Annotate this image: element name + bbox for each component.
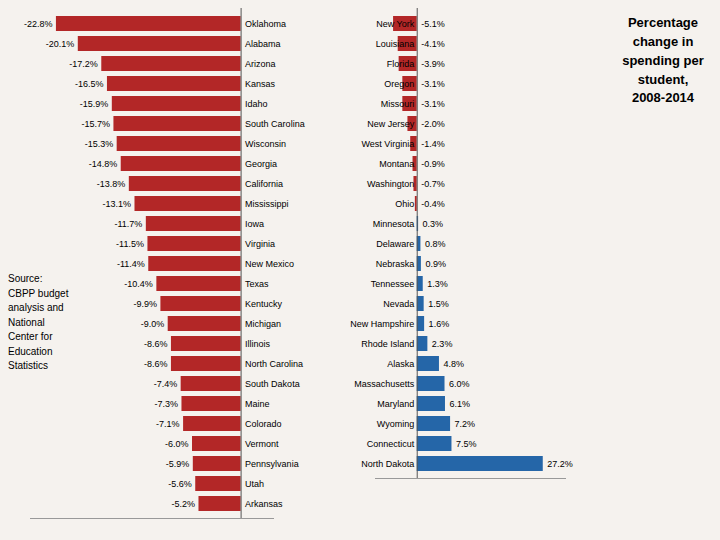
svg-text:0.3%: 0.3% bbox=[423, 219, 444, 229]
svg-text:-8.6%: -8.6% bbox=[144, 359, 168, 369]
svg-text:-1.4%: -1.4% bbox=[421, 139, 445, 149]
svg-text:Colorado: Colorado bbox=[245, 419, 282, 429]
svg-text:Oklahoma: Oklahoma bbox=[245, 19, 286, 29]
svg-text:Florida: Florida bbox=[387, 59, 415, 69]
svg-text:Wisconsin: Wisconsin bbox=[245, 139, 286, 149]
svg-text:Kentucky: Kentucky bbox=[245, 299, 283, 309]
svg-text:Utah: Utah bbox=[245, 479, 264, 489]
svg-text:Mississippi: Mississippi bbox=[245, 199, 289, 209]
svg-text:-8.6%: -8.6% bbox=[144, 339, 168, 349]
svg-text:Delaware: Delaware bbox=[376, 239, 414, 249]
svg-text:-16.5%: -16.5% bbox=[75, 79, 104, 89]
svg-text:North Dakota: North Dakota bbox=[361, 459, 414, 469]
svg-text:-15.3%: -15.3% bbox=[85, 139, 114, 149]
svg-text:Wyoming: Wyoming bbox=[377, 419, 414, 429]
svg-text:Maryland: Maryland bbox=[377, 399, 414, 409]
html-text:Source: CBPP budget analysis a: Source: CBPP budget analysis and Nationa… bbox=[8, 273, 69, 371]
svg-text:2.3%: 2.3% bbox=[432, 339, 453, 349]
svg-text:Illinois: Illinois bbox=[245, 339, 271, 349]
svg-text:4.8%: 4.8% bbox=[443, 359, 464, 369]
svg-text:-15.7%: -15.7% bbox=[81, 119, 110, 129]
svg-text:New York: New York bbox=[376, 19, 415, 29]
svg-text:-0.7%: -0.7% bbox=[421, 179, 445, 189]
svg-text:Rhode Island: Rhode Island bbox=[361, 339, 414, 349]
svg-text:-3.1%: -3.1% bbox=[421, 79, 445, 89]
svg-text:-7.1%: -7.1% bbox=[156, 419, 180, 429]
svg-text:-15.9%: -15.9% bbox=[80, 99, 109, 109]
svg-text:Ohio: Ohio bbox=[395, 199, 414, 209]
html-text:Percentage change in spending: Percentage change in spending per studen… bbox=[622, 15, 704, 106]
svg-text:Idaho: Idaho bbox=[245, 99, 268, 109]
svg-text:Washington: Washington bbox=[367, 179, 414, 189]
svg-text:-17.2%: -17.2% bbox=[69, 59, 98, 69]
svg-text:-7.4%: -7.4% bbox=[154, 379, 178, 389]
svg-text:1.3%: 1.3% bbox=[427, 279, 448, 289]
svg-text:-5.9%: -5.9% bbox=[166, 459, 190, 469]
svg-text:Alaska: Alaska bbox=[387, 359, 414, 369]
svg-text:1.6%: 1.6% bbox=[429, 319, 450, 329]
svg-text:Minnesota: Minnesota bbox=[373, 219, 415, 229]
svg-text:New Jersey: New Jersey bbox=[367, 119, 415, 129]
svg-text:Arkansas: Arkansas bbox=[245, 499, 283, 509]
svg-text:Kansas: Kansas bbox=[245, 79, 276, 89]
svg-text:-0.9%: -0.9% bbox=[421, 159, 445, 169]
svg-text:-7.3%: -7.3% bbox=[154, 399, 178, 409]
svg-text:Missouri: Missouri bbox=[381, 99, 415, 109]
svg-text:-3.1%: -3.1% bbox=[421, 99, 445, 109]
svg-text:-4.1%: -4.1% bbox=[421, 39, 445, 49]
svg-text:-22.8%: -22.8% bbox=[24, 19, 53, 29]
svg-text:-11.4%: -11.4% bbox=[117, 259, 145, 269]
svg-text:-6.0%: -6.0% bbox=[165, 439, 189, 449]
svg-text:Georgia: Georgia bbox=[245, 159, 277, 169]
svg-text:Iowa: Iowa bbox=[245, 219, 264, 229]
svg-text:North Carolina: North Carolina bbox=[245, 359, 303, 369]
svg-text:California: California bbox=[245, 179, 283, 189]
svg-text:-9.0%: -9.0% bbox=[141, 319, 165, 329]
svg-text:27.2%: 27.2% bbox=[547, 459, 573, 469]
svg-text:Alabama: Alabama bbox=[245, 39, 281, 49]
svg-text:Arizona: Arizona bbox=[245, 59, 276, 69]
svg-text:6.1%: 6.1% bbox=[449, 399, 470, 409]
svg-text:-11.7%: -11.7% bbox=[114, 219, 142, 229]
svg-text:Nevada: Nevada bbox=[383, 299, 414, 309]
svg-text:Louisiana: Louisiana bbox=[376, 39, 415, 49]
svg-text:7.5%: 7.5% bbox=[456, 439, 477, 449]
svg-text:-20.1%: -20.1% bbox=[46, 39, 75, 49]
svg-text:-10.4%: -10.4% bbox=[124, 279, 153, 289]
svg-text:Michigan: Michigan bbox=[245, 319, 281, 329]
svg-text:6.0%: 6.0% bbox=[449, 379, 470, 389]
svg-text:Maine: Maine bbox=[245, 399, 270, 409]
svg-text:Montana: Montana bbox=[379, 159, 414, 169]
svg-text:New Mexico: New Mexico bbox=[245, 259, 294, 269]
svg-text:-0.4%: -0.4% bbox=[421, 199, 445, 209]
svg-text:-13.1%: -13.1% bbox=[102, 199, 131, 209]
svg-text:Oregon: Oregon bbox=[384, 79, 414, 89]
svg-text:0.8%: 0.8% bbox=[425, 239, 446, 249]
svg-text:0.9%: 0.9% bbox=[425, 259, 446, 269]
svg-text:-2.0%: -2.0% bbox=[421, 119, 445, 129]
svg-text:Vermont: Vermont bbox=[245, 439, 279, 449]
svg-text:-11.5%: -11.5% bbox=[116, 239, 144, 249]
svg-text:7.2%: 7.2% bbox=[455, 419, 476, 429]
svg-text:-5.1%: -5.1% bbox=[421, 19, 445, 29]
svg-text:Tennessee: Tennessee bbox=[371, 279, 415, 289]
svg-text:New Hampshire: New Hampshire bbox=[350, 319, 414, 329]
svg-text:West Virginia: West Virginia bbox=[362, 139, 415, 149]
svg-text:-5.2%: -5.2% bbox=[171, 499, 195, 509]
svg-text:Connecticut: Connecticut bbox=[367, 439, 415, 449]
svg-text:Nebraska: Nebraska bbox=[376, 259, 415, 269]
svg-text:-13.8%: -13.8% bbox=[97, 179, 126, 189]
svg-text:Pennsylvania: Pennsylvania bbox=[245, 459, 299, 469]
svg-text:South Dakota: South Dakota bbox=[245, 379, 300, 389]
svg-text:1.5%: 1.5% bbox=[428, 299, 449, 309]
svg-text:-3.9%: -3.9% bbox=[421, 59, 445, 69]
svg-text:-14.8%: -14.8% bbox=[89, 159, 118, 169]
svg-text:Virginia: Virginia bbox=[245, 239, 275, 249]
svg-text:-9.9%: -9.9% bbox=[133, 299, 157, 309]
svg-text:Massachusetts: Massachusetts bbox=[354, 379, 415, 389]
svg-text:Texas: Texas bbox=[245, 279, 269, 289]
svg-text:South Carolina: South Carolina bbox=[245, 119, 305, 129]
svg-text:-5.6%: -5.6% bbox=[168, 479, 192, 489]
